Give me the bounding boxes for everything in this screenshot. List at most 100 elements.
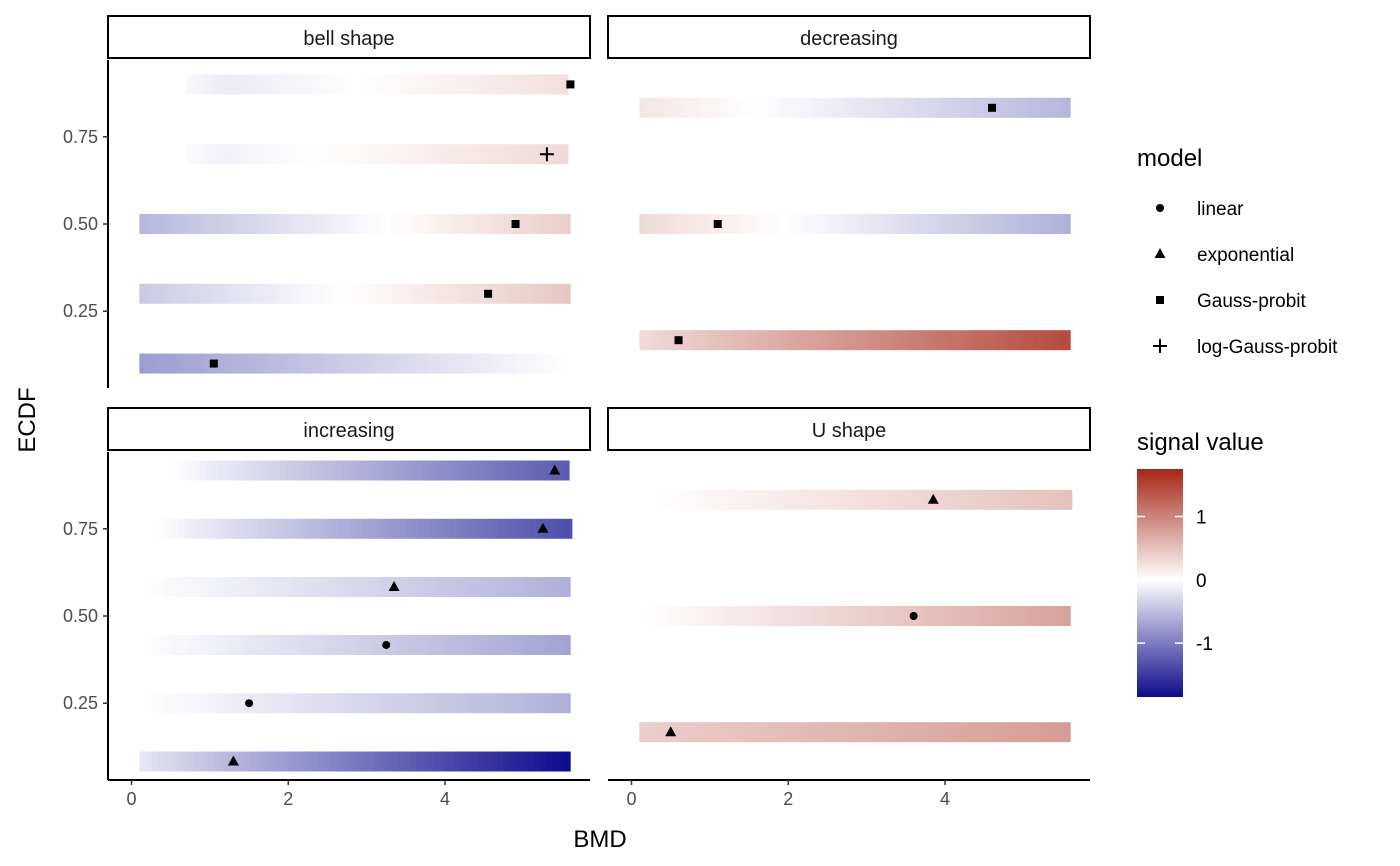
heat-cell <box>250 693 257 714</box>
heat-cell <box>750 214 757 234</box>
heat-cell <box>1065 489 1073 510</box>
heat-cell <box>953 214 960 234</box>
heat-cell <box>461 518 468 539</box>
heat-cell <box>293 577 300 598</box>
heat-cell <box>434 283 442 304</box>
heat-cell <box>801 489 808 510</box>
heat-cell <box>250 751 257 772</box>
heat-cell <box>404 693 411 714</box>
heat-cell <box>441 751 448 772</box>
heat-cell <box>354 634 362 655</box>
heat-cell <box>527 693 534 714</box>
heat-cell <box>551 577 559 598</box>
heat-cell <box>311 214 319 234</box>
heat-cell <box>811 722 819 743</box>
heat-cell <box>459 283 467 304</box>
heat-cell <box>447 283 454 304</box>
heat-cell <box>377 144 384 165</box>
colorbar-gradient <box>1137 469 1183 697</box>
heat-cell <box>556 460 564 481</box>
heat-cell <box>1002 330 1010 351</box>
heat-cell <box>527 214 534 234</box>
heat-cell <box>694 97 702 118</box>
heat-cell <box>184 518 191 539</box>
heat-cell <box>391 353 399 374</box>
facet-strip-label: increasing <box>303 420 394 442</box>
heat-cell <box>488 74 495 95</box>
heat-cell <box>358 144 366 165</box>
heat-cell <box>262 353 269 374</box>
heat-cell <box>286 460 293 481</box>
heat-cell <box>379 751 386 772</box>
heat-cell <box>670 97 677 118</box>
heat-cell <box>299 693 306 714</box>
heat-cell <box>527 751 534 772</box>
heat-cell <box>324 353 331 374</box>
heat-cell <box>744 330 751 351</box>
heat-cell <box>688 97 696 118</box>
legend-item-label: Gauss-probit <box>1197 291 1306 312</box>
heat-cell <box>145 751 152 772</box>
heat-cell <box>436 518 444 539</box>
heat-cell <box>211 144 218 165</box>
heat-cell <box>348 353 356 374</box>
heat-cell <box>324 283 331 304</box>
heat-cell <box>842 214 850 234</box>
heat-cell <box>985 489 993 510</box>
heat-cell <box>170 283 177 304</box>
heat-cell <box>190 518 197 539</box>
heat-cell <box>490 577 497 598</box>
heat-cell <box>465 693 473 714</box>
heat-cell <box>848 97 856 118</box>
heat-cell <box>334 144 341 165</box>
facet-panel-decreasing: decreasing <box>607 15 1091 351</box>
heat-cell <box>564 214 571 234</box>
heat-cell <box>139 283 146 304</box>
heat-cell <box>236 460 244 481</box>
heat-cell <box>531 74 538 95</box>
heat-cell <box>984 97 991 118</box>
heat-cell <box>639 722 646 743</box>
heat-cell <box>385 214 393 234</box>
facet-strip <box>107 407 591 451</box>
y-tick-label: 0.50 <box>63 606 98 626</box>
heat-cell <box>225 283 233 304</box>
heat-cell <box>558 751 565 772</box>
heat-cell <box>441 693 448 714</box>
heat-cell <box>207 214 214 234</box>
heat-cell <box>973 489 981 510</box>
heat-cell <box>725 214 733 234</box>
heat-cell <box>725 97 733 118</box>
heat-cell <box>447 577 454 598</box>
heat-cell <box>830 606 837 626</box>
heat-cell <box>965 606 973 626</box>
heat-cell <box>465 577 473 598</box>
heat-cell <box>744 97 751 118</box>
heat-cell <box>538 460 545 481</box>
heat-cell <box>169 460 176 481</box>
heat-cell <box>508 693 516 714</box>
heat-cell <box>415 460 422 481</box>
heat-cell <box>481 144 489 165</box>
heat-cell <box>383 144 390 165</box>
heat-cell <box>428 751 436 772</box>
plus-icon <box>1153 339 1167 353</box>
x-tick-label: 4 <box>940 789 950 809</box>
heat-cell <box>213 283 220 304</box>
heat-cell <box>676 214 683 234</box>
heat-cell <box>836 722 843 743</box>
heat-cell <box>287 693 294 714</box>
heat-cell <box>676 97 683 118</box>
heat-cell <box>663 722 671 743</box>
heat-cell <box>725 330 733 351</box>
heat-cell <box>525 74 532 95</box>
heat-cell <box>453 751 460 772</box>
heat-cell <box>478 634 485 655</box>
heat-cell <box>495 460 502 481</box>
heat-cell <box>145 634 152 655</box>
heat-cell <box>508 634 516 655</box>
heat-cell <box>713 606 720 626</box>
heat-cell <box>959 97 967 118</box>
heat-cell <box>961 489 968 510</box>
heat-cell <box>200 283 208 304</box>
